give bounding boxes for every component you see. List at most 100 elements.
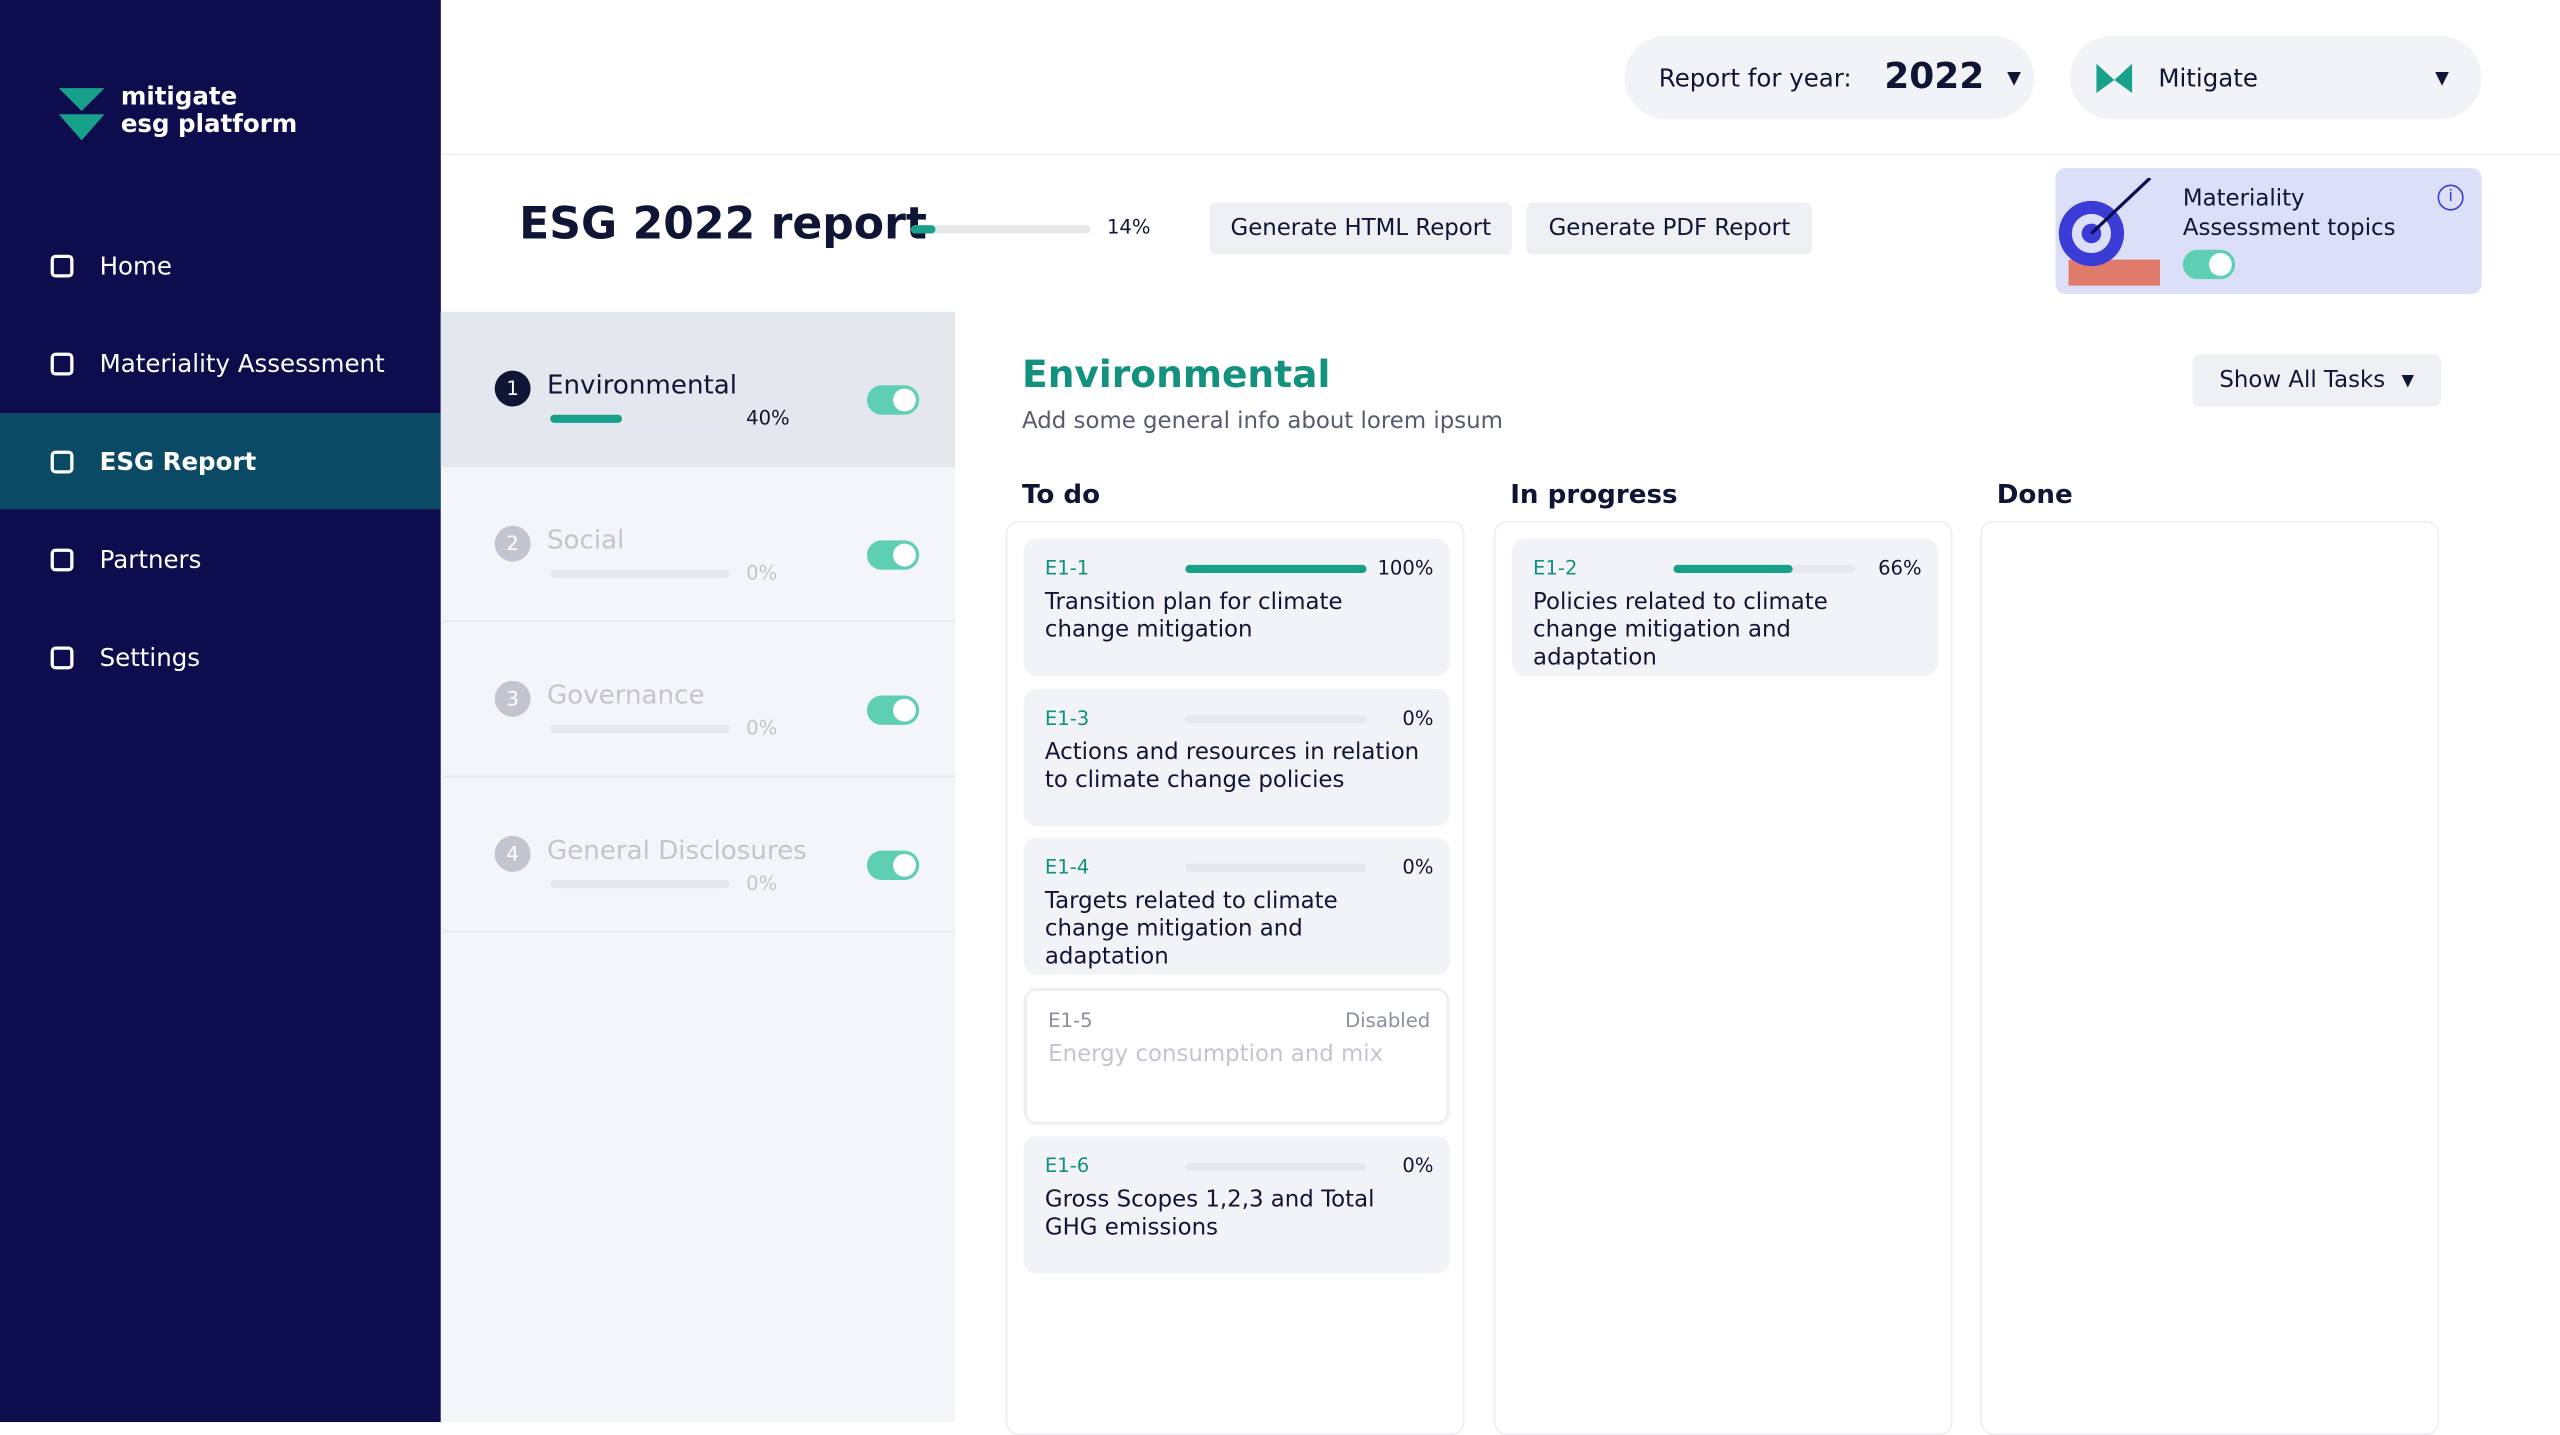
task-title: Gross Scopes 1,2,3 and Total GHG emissio… (1044, 1186, 1375, 1241)
nav-icon (50, 351, 74, 375)
task-title: Actions and resources in relation to cli… (1044, 738, 1420, 793)
column-title: To do (1022, 478, 1101, 510)
section-progress-track (550, 414, 730, 423)
section-number: 3 (494, 680, 531, 717)
task-progress-track (1185, 714, 1367, 723)
section-number: 1 (494, 370, 531, 407)
filter-label: Show All Tasks (2219, 367, 2386, 394)
column: E1-2 66% Policies related to climate chang… (1493, 520, 1953, 1435)
section-toggle[interactable] (866, 540, 920, 570)
task-card[interactable]: E1-1 100% Transition plan for climate chan… (1023, 538, 1450, 676)
nav-item[interactable]: ESG Report (0, 413, 441, 510)
task-id: E1-3 (1044, 706, 1090, 729)
section-progress-track (550, 569, 730, 578)
task-id: E1-1 (1044, 556, 1090, 580)
column-title: Done (1996, 478, 2073, 510)
materiality-toggle[interactable] (2182, 249, 2236, 280)
year-select[interactable]: Report for year: 2022 ▼ (1624, 35, 2035, 120)
nav-item[interactable]: Home (0, 217, 441, 313)
year: 2022 (1884, 57, 1985, 98)
task-progress-label: 0% (1402, 706, 1434, 729)
section-name: General Disclosures (546, 834, 807, 866)
brand: mitigate esg platform (120, 81, 298, 139)
task-id: E1-4 (1044, 855, 1090, 879)
nav-label: Materiality Assessment (99, 348, 385, 378)
task-title: Policies related to climate change mitig… (1533, 589, 1828, 672)
task-progress-label: 66% (1878, 556, 1922, 580)
task-progress-label: 0% (1402, 855, 1434, 879)
column-title: In progress (1510, 478, 1678, 510)
section-item[interactable]: 3 Governance 0% (440, 622, 956, 778)
nav-icon (50, 253, 74, 277)
section-progress-label: 40% (746, 406, 790, 430)
divider (440, 153, 2560, 156)
section-progress (550, 414, 623, 423)
section-name: Social (546, 524, 625, 556)
section-toggle[interactable] (866, 385, 920, 415)
section-toggle[interactable] (866, 850, 920, 880)
nav-item[interactable]: Partners (0, 511, 441, 607)
section-title: Environmental (1022, 354, 1331, 397)
report-progress (911, 225, 937, 234)
materiality-text: Materiality Assessment topics (2182, 186, 2396, 242)
nav-label: Partners (99, 544, 202, 574)
info-icon[interactable]: i (2437, 184, 2464, 211)
report-progress-track (911, 225, 1091, 234)
brand-line: mitigate (120, 81, 238, 112)
section-progress-track (550, 724, 730, 734)
task-progress-label: 100% (1377, 556, 1434, 580)
report-progress-label: 14% (1106, 215, 1151, 239)
task-progress (1673, 564, 1794, 574)
section-name: Environmental (546, 368, 738, 400)
nav-icon (50, 645, 74, 669)
task-progress-track (1673, 564, 1855, 574)
section-number: 2 (494, 525, 531, 562)
task-card[interactable]: E1-5 Disabled Energy consumption and mix (1023, 986, 1450, 1125)
section-item[interactable]: 4 General Disclosures 0% (440, 777, 956, 933)
logo (58, 88, 105, 141)
task-id: E1-6 (1044, 1154, 1090, 1178)
nav-item[interactable]: Materiality Assessment (0, 315, 441, 411)
year-label: Report for year: (1658, 62, 1852, 93)
task-card[interactable]: E1-4 0% Targets related to climate change … (1023, 837, 1450, 975)
sidebar: mitigate esg platform Home Materiality Ass… (0, 0, 441, 1423)
nav-label: Settings (99, 642, 201, 672)
task-id: E1-5 (1048, 1008, 1093, 1032)
task-title: Transition plan for climate change mitig… (1044, 589, 1343, 644)
section-item[interactable]: 1 Environmental 40% (440, 311, 956, 467)
task-status: Disabled (1345, 1008, 1431, 1032)
section-subtitle: Add some general info about lorem ipsum (1022, 408, 1503, 435)
task-id: E1-2 (1533, 556, 1578, 580)
column (1980, 520, 2440, 1435)
report-title: ESG 2022 report (519, 199, 927, 250)
section-name: Governance (546, 679, 705, 711)
task-progress-track (1185, 1162, 1367, 1171)
brand-line: esg platform (120, 109, 298, 139)
pdf-button[interactable]: Generate PDF Report (1526, 202, 1813, 255)
task-card[interactable]: E1-3 0% Actions and resources in relation … (1023, 688, 1450, 826)
section-number: 4 (494, 835, 531, 872)
nav-label: ESG Report (99, 446, 257, 476)
task-card[interactable]: E1-6 0% Gross Scopes 1,2,3 and Total GHG e… (1023, 1136, 1450, 1274)
task-progress-label: 0% (1402, 1154, 1434, 1178)
nav-item[interactable]: Settings (0, 609, 441, 705)
org-name: Mitigate (2158, 62, 2258, 93)
task-progress (1185, 564, 1367, 574)
org-select[interactable]: Mitigate ▼ (2070, 35, 2482, 120)
section-progress-label: 0% (746, 871, 778, 895)
task-title: Energy consumption and mix (1048, 1040, 1384, 1067)
section-item[interactable]: 2 Social 0% (440, 467, 956, 623)
html-button[interactable]: Generate HTML Report (1209, 202, 1512, 255)
target-icon (2058, 177, 2160, 286)
task-title: Targets related to climate change mitiga… (1044, 888, 1338, 970)
task-card[interactable]: E1-2 66% Policies related to climate chang… (1511, 538, 1938, 676)
section-progress-label: 0% (746, 716, 778, 740)
section-toggle[interactable] (866, 695, 920, 725)
materiality-panel: Materiality Assessment topics i (2055, 168, 2482, 294)
filter-button[interactable]: Show All Tasks ▼ (2192, 354, 2441, 407)
column: E1-1 100% Transition plan for climate chan… (1005, 520, 1465, 1435)
section-progress-label: 0% (746, 561, 778, 585)
task-progress-track (1185, 564, 1367, 574)
task-progress-track (1185, 863, 1367, 872)
